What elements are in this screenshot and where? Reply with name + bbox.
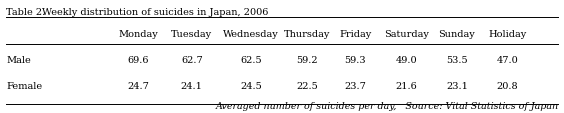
Text: 53.5: 53.5 — [446, 55, 468, 64]
Text: Weekly distribution of suicides in Japan, 2006: Weekly distribution of suicides in Japan… — [42, 8, 268, 17]
Text: Female: Female — [7, 81, 43, 90]
Text: 59.3: 59.3 — [345, 55, 366, 64]
Text: Tuesday: Tuesday — [171, 29, 212, 38]
Text: 24.1: 24.1 — [181, 81, 202, 90]
Text: 23.1: 23.1 — [446, 81, 468, 90]
Text: 24.7: 24.7 — [127, 81, 149, 90]
Text: Saturday: Saturday — [384, 29, 429, 38]
Text: 59.2: 59.2 — [297, 55, 318, 64]
Text: 23.7: 23.7 — [345, 81, 366, 90]
Text: 49.0: 49.0 — [395, 55, 417, 64]
Text: 62.7: 62.7 — [181, 55, 202, 64]
Text: Monday: Monday — [118, 29, 158, 38]
Text: Holiday: Holiday — [488, 29, 527, 38]
Text: Averaged number of suicides per day,   Source: Vital Statistics of Japan: Averaged number of suicides per day, Sou… — [215, 101, 558, 110]
Text: 22.5: 22.5 — [297, 81, 318, 90]
Text: 69.6: 69.6 — [127, 55, 149, 64]
Text: Sunday: Sunday — [438, 29, 475, 38]
Text: 24.5: 24.5 — [240, 81, 262, 90]
Text: 47.0: 47.0 — [497, 55, 518, 64]
Text: 21.6: 21.6 — [395, 81, 417, 90]
Text: 62.5: 62.5 — [240, 55, 262, 64]
Text: 20.8: 20.8 — [497, 81, 518, 90]
Text: Friday: Friday — [339, 29, 372, 38]
Text: Thursday: Thursday — [284, 29, 331, 38]
Text: Table 2.: Table 2. — [6, 8, 45, 17]
Text: Male: Male — [7, 55, 32, 64]
Text: Wednesday: Wednesday — [223, 29, 279, 38]
